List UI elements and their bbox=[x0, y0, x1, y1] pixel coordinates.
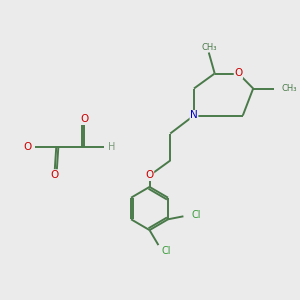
Text: O: O bbox=[234, 68, 242, 79]
Text: O: O bbox=[23, 142, 32, 152]
Text: O: O bbox=[146, 170, 154, 181]
Text: H: H bbox=[108, 142, 116, 152]
Text: Cl: Cl bbox=[192, 210, 201, 220]
Text: Cl: Cl bbox=[161, 245, 171, 256]
Text: CH₃: CH₃ bbox=[281, 84, 297, 93]
Text: N: N bbox=[190, 110, 198, 121]
Text: O: O bbox=[80, 114, 88, 124]
Text: O: O bbox=[51, 170, 59, 180]
Text: CH₃: CH₃ bbox=[201, 43, 217, 52]
